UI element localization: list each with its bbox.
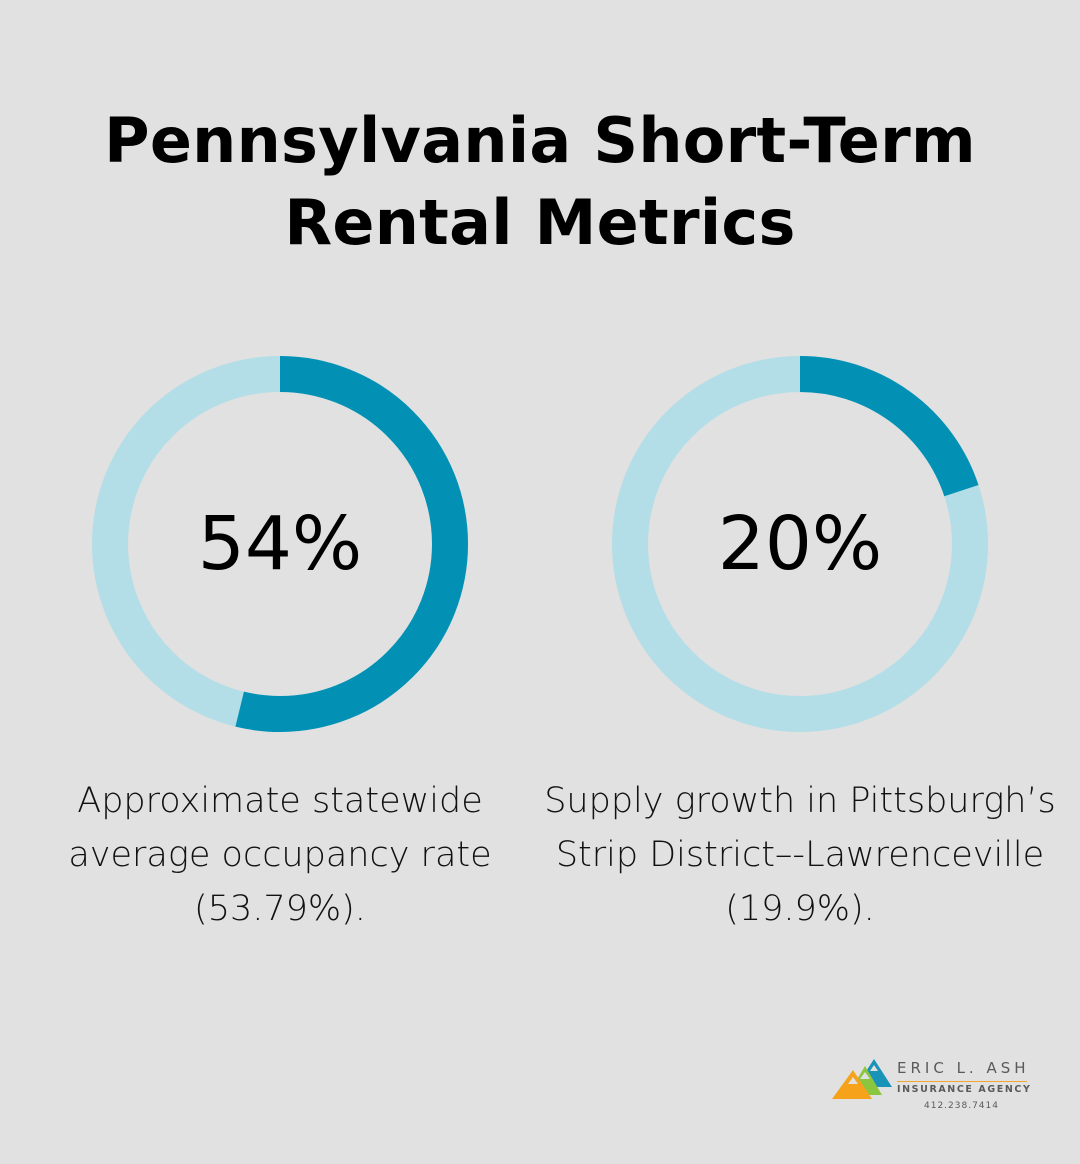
logo-phone: 412.238.7414 <box>924 1101 999 1111</box>
mountains-icon <box>832 1059 892 1099</box>
metric-value: 54% <box>197 501 363 587</box>
donut-ring <box>612 356 988 732</box>
page-title: Pennsylvania Short-Term Rental Metrics <box>104 104 976 259</box>
metric-caption: Supply growth in Pittsburgh’s Strip Dist… <box>544 781 1056 929</box>
donut-chart-supply-growth: 20% <box>610 354 990 734</box>
logo-subtitle: INSURANCE AGENCY <box>897 1084 1032 1095</box>
metric-caption: Approximate statewide average occupancy … <box>68 781 492 929</box>
donut-arc <box>92 356 468 732</box>
metric-value: 20% <box>717 501 883 587</box>
donut-ring <box>92 356 468 732</box>
metric-supply-growth: 20% Supply growth in Pittsburgh’s Strip … <box>544 354 1056 929</box>
metric-occupancy: 54% Approximate statewide average occupa… <box>68 354 492 929</box>
logo-name: ERIC L. ASH <box>897 1059 1030 1077</box>
agency-logo: ERIC L. ASH INSURANCE AGENCY 412.238.741… <box>832 1057 1042 1117</box>
logo-divider <box>897 1081 1027 1082</box>
donut-chart-occupancy: 54% <box>90 354 470 734</box>
donut-arc <box>612 356 988 732</box>
